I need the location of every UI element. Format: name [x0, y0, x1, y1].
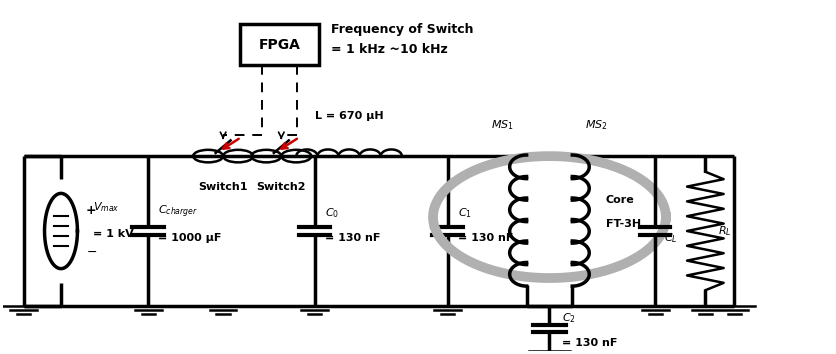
- Text: $C_2$: $C_2$: [561, 311, 575, 325]
- Text: $MS_2$: $MS_2$: [584, 118, 607, 132]
- Text: $C_1$: $C_1$: [457, 207, 471, 221]
- Text: $C_0$: $C_0$: [324, 207, 339, 221]
- Text: Switch2: Switch2: [257, 182, 306, 192]
- Text: $R_L$: $R_L$: [717, 224, 731, 238]
- Text: = 1 kHz ~10 kHz: = 1 kHz ~10 kHz: [331, 43, 447, 56]
- Text: $MS_1$: $MS_1$: [491, 118, 513, 132]
- Bar: [239, 24, 319, 65]
- Text: Switch1: Switch1: [198, 182, 247, 192]
- Text: FT-3H: FT-3H: [605, 219, 640, 229]
- Text: = 130 nF: = 130 nF: [561, 337, 617, 348]
- Text: +: +: [86, 204, 96, 217]
- Text: = 130 nF: = 130 nF: [457, 233, 512, 243]
- Text: $C_{charger}$: $C_{charger}$: [158, 204, 198, 220]
- Text: = 1000 μF: = 1000 μF: [158, 233, 222, 243]
- Text: = 130 nF: = 130 nF: [324, 233, 380, 243]
- Text: $C_L$: $C_L$: [663, 231, 676, 245]
- Text: = 1 kV: = 1 kV: [93, 229, 133, 240]
- Text: L = 670 μH: L = 670 μH: [314, 111, 383, 121]
- Text: $V_{max}$: $V_{max}$: [93, 200, 119, 213]
- Text: FPGA: FPGA: [258, 38, 300, 52]
- Text: $-$: $-$: [86, 245, 97, 258]
- Text: Core: Core: [605, 195, 634, 205]
- Text: Frequency of Switch: Frequency of Switch: [331, 23, 473, 36]
